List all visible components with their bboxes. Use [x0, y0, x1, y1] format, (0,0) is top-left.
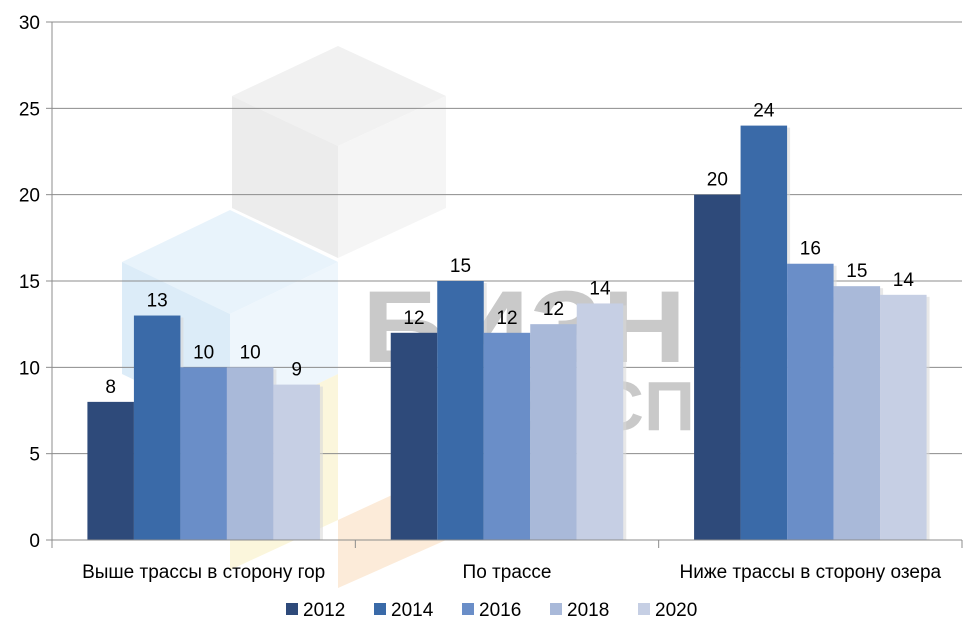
legend-label-2014: 2014	[391, 600, 434, 621]
y-tick-label-25: 25	[19, 99, 40, 120]
bar-2012-0	[87, 401, 134, 540]
legend-swatch-2012	[286, 603, 298, 615]
bar-2012-2	[694, 194, 741, 540]
bar-2014-1	[437, 281, 484, 540]
data-label-2012-1: 12	[403, 308, 424, 329]
watermark-cube-right	[338, 96, 446, 258]
y-tick-label-10: 10	[19, 358, 40, 379]
category-label-2: Ниже трассы в сторону озера	[680, 562, 942, 583]
data-label-2020-2: 14	[893, 270, 915, 291]
category-label-1: По трассе	[463, 562, 552, 583]
legend-label-2012: 2012	[303, 600, 345, 621]
y-tick-labels: 0 5 10 15 20 25 30	[19, 13, 40, 552]
bar-2016-2	[787, 263, 834, 540]
bar-2012-1	[390, 332, 438, 540]
data-label-2012-0: 8	[105, 377, 116, 398]
data-label-2018-0: 10	[240, 342, 261, 363]
axes	[46, 21, 963, 548]
bar-2016-0	[180, 367, 227, 540]
legend-swatch-2014	[374, 603, 386, 615]
data-label-2016-2: 16	[800, 239, 821, 260]
data-label-2020-1: 14	[589, 278, 611, 299]
y-tick-label-15: 15	[19, 272, 40, 293]
bars	[87, 125, 930, 540]
legend-swatch-2016	[462, 603, 474, 615]
legend: 2012 2014 2016 2018 2020	[286, 600, 697, 621]
bar-2014-2	[740, 125, 788, 540]
bar-2020-0	[273, 384, 320, 540]
watermark-cube-left	[232, 96, 338, 258]
bar-2014-0	[133, 315, 181, 540]
legend-swatch-2020	[638, 603, 650, 615]
y-tick-label-0: 0	[29, 531, 40, 552]
category-label-0: Выше трассы в сторону гор	[82, 562, 325, 583]
bar-2018-1	[530, 324, 577, 540]
category-labels: Выше трассы в сторону гор По трассе Ниже т…	[82, 562, 941, 583]
y-tick-label-5: 5	[29, 445, 40, 466]
legend-label-2018: 2018	[567, 600, 609, 621]
data-label-2014-1: 15	[450, 256, 471, 277]
y-tick-label-20: 20	[19, 186, 40, 207]
legend-swatch-2018	[550, 603, 562, 615]
y-tick-label-30: 30	[19, 13, 40, 34]
data-label-2014-2: 24	[753, 101, 775, 122]
legend-label-2016: 2016	[479, 600, 521, 621]
data-label-2016-0: 10	[193, 342, 214, 363]
watermark-cube-top	[232, 46, 446, 146]
data-label-2016-1: 12	[496, 308, 517, 329]
bar-2018-2	[833, 286, 881, 540]
data-label-2020-0: 9	[291, 360, 302, 381]
data-label-2012-2: 20	[707, 170, 728, 191]
bar-2018-0	[226, 367, 274, 540]
bar-2016-1	[483, 332, 531, 540]
bar-2020-2	[880, 294, 927, 540]
bar-2020-1	[576, 303, 624, 540]
legend-label-2020: 2020	[655, 600, 697, 621]
data-label-2018-2: 15	[846, 261, 867, 282]
data-label-2018-1: 12	[543, 299, 564, 320]
data-label-2014-0: 13	[147, 291, 168, 312]
data-labels: 8 13 10 10 9 12 15 12 12 14 20 24 16 15 14	[105, 101, 914, 398]
